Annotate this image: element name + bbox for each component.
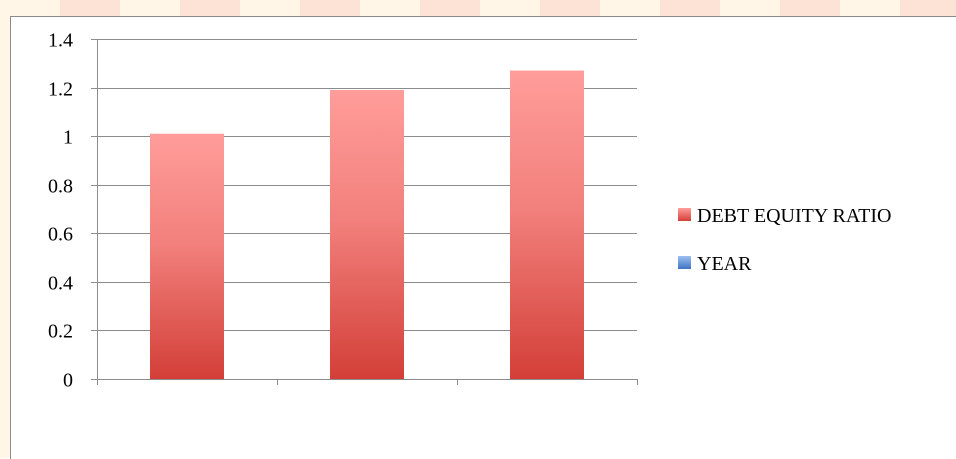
legend-label: DEBT EQUITY RATIO — [697, 205, 891, 227]
bar — [510, 70, 584, 380]
y-tick-label: 1.2 — [48, 79, 73, 101]
legend-swatch — [678, 208, 691, 221]
y-tick-label: 0.2 — [48, 321, 73, 343]
axes — [91, 39, 638, 385]
legend-swatch — [678, 256, 691, 269]
bars — [150, 70, 584, 380]
y-tick-label: 0.4 — [48, 273, 73, 295]
y-tick-label: 0 — [63, 370, 73, 392]
bar — [330, 90, 404, 379]
legend: DEBT EQUITY RATIO YEAR — [678, 205, 891, 275]
bar — [150, 133, 224, 379]
y-tick-label: 0.6 — [48, 224, 73, 246]
y-tick-label: 0.8 — [48, 176, 73, 198]
y-tick-label: 1 — [63, 127, 73, 149]
y-tick-label: 1.4 — [48, 30, 73, 52]
y-tick-labels: 0 0.2 0.4 0.6 0.8 1 1.2 1.4 — [48, 30, 73, 392]
legend-label: YEAR — [697, 253, 752, 275]
